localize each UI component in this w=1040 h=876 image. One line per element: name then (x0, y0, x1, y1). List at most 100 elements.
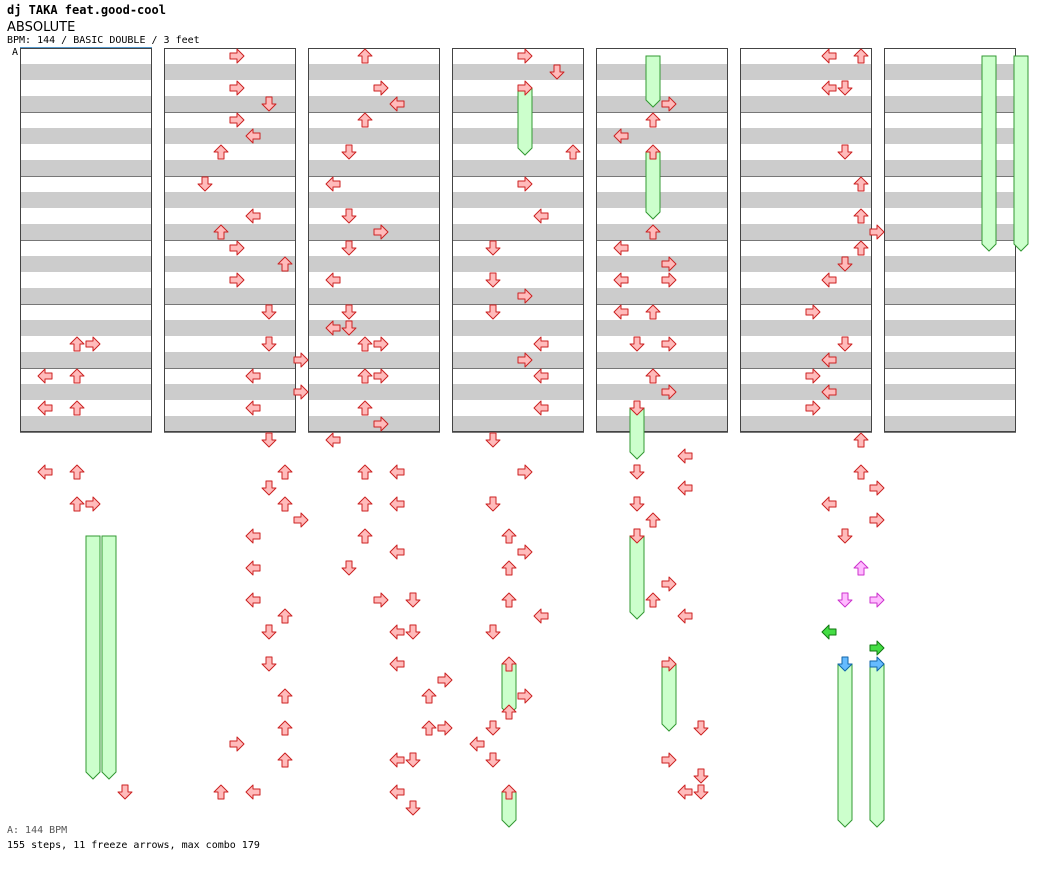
arrow-right-icon (517, 464, 533, 480)
arrow-down-icon (485, 720, 501, 736)
arrow-right-icon (869, 656, 885, 672)
arrow-up-icon (213, 144, 229, 160)
beat-stripe (452, 384, 584, 400)
beat-stripe (596, 128, 728, 144)
arrow-right-icon (437, 672, 453, 688)
arrow-down-icon (485, 432, 501, 448)
arrow-up-icon (357, 464, 373, 480)
chart-column-border (452, 48, 584, 432)
arrow-right-icon (805, 368, 821, 384)
arrow-up-icon (69, 464, 85, 480)
arrow-down-icon (341, 304, 357, 320)
arrow-down-icon (485, 272, 501, 288)
arrow-right-icon (373, 592, 389, 608)
beat-stripe (740, 192, 872, 208)
chart-column-border (164, 48, 296, 432)
song-title: ABSOLUTE (7, 20, 76, 35)
arrow-right-icon (517, 544, 533, 560)
arrow-up-icon (277, 688, 293, 704)
arrow-right-icon (517, 80, 533, 96)
beat-stripe (452, 416, 584, 432)
arrow-up-icon (421, 720, 437, 736)
arrow-up-icon (357, 496, 373, 512)
freeze-arrow (629, 535, 645, 620)
arrow-down-icon (837, 144, 853, 160)
arrow-right-icon (869, 592, 885, 608)
song-artist: dj TAKA feat.good-cool (7, 3, 166, 17)
beat-stripe (884, 320, 1016, 336)
arrow-right-icon (869, 224, 885, 240)
arrow-down-icon (405, 592, 421, 608)
arrow-up-icon (645, 112, 661, 128)
arrow-right-icon (661, 336, 677, 352)
arrow-right-icon (517, 688, 533, 704)
arrow-right-icon (229, 80, 245, 96)
arrow-left-icon (613, 272, 629, 288)
arrow-right-icon (229, 112, 245, 128)
arrow-left-icon (677, 448, 693, 464)
arrow-down-icon (405, 800, 421, 816)
beat-stripe (308, 384, 440, 400)
arrow-down-icon (405, 624, 421, 640)
arrow-down-icon (629, 496, 645, 512)
arrow-up-icon (69, 368, 85, 384)
arrow-up-icon (565, 144, 581, 160)
beat-stripe (740, 288, 872, 304)
arrow-up-icon (69, 400, 85, 416)
arrow-up-icon (277, 464, 293, 480)
arrow-left-icon (389, 624, 405, 640)
arrow-left-icon (677, 608, 693, 624)
arrow-right-icon (373, 80, 389, 96)
arrow-right-icon (85, 496, 101, 512)
arrow-left-icon (245, 592, 261, 608)
arrow-down-icon (261, 624, 277, 640)
arrow-up-icon (853, 208, 869, 224)
beat-stripe (452, 256, 584, 272)
beat-stripe (596, 352, 728, 368)
beat-stripe (164, 224, 296, 240)
beat-stripe (884, 384, 1016, 400)
arrow-left-icon (469, 736, 485, 752)
arrow-left-icon (533, 368, 549, 384)
freeze-arrow (85, 535, 101, 780)
arrow-up-icon (357, 528, 373, 544)
chart-column-border (740, 48, 872, 432)
beat-stripe (884, 416, 1016, 432)
arrow-down-icon (693, 720, 709, 736)
arrow-down-icon (629, 528, 645, 544)
arrow-up-icon (277, 496, 293, 512)
beat-stripe (596, 416, 728, 432)
arrow-down-icon (837, 336, 853, 352)
beat-stripe (20, 288, 152, 304)
arrow-right-icon (661, 96, 677, 112)
arrow-up-icon (501, 704, 517, 720)
arrow-left-icon (389, 496, 405, 512)
arrow-up-icon (853, 432, 869, 448)
arrow-right-icon (661, 576, 677, 592)
arrow-down-icon (549, 64, 565, 80)
chart-column-border (20, 48, 152, 432)
beat-stripe (740, 96, 872, 112)
arrow-right-icon (293, 512, 309, 528)
arrow-right-icon (229, 48, 245, 64)
beat-stripe (308, 192, 440, 208)
beat-stripe (452, 224, 584, 240)
beat-stripe (308, 160, 440, 176)
chart-column-border (596, 48, 728, 432)
freeze-arrow (517, 87, 533, 156)
freeze-arrow (1013, 55, 1029, 252)
beat-stripe (164, 288, 296, 304)
arrow-up-icon (645, 144, 661, 160)
freeze-arrow (629, 407, 645, 460)
beat-stripe (452, 192, 584, 208)
arrow-left-icon (245, 208, 261, 224)
beat-stripe (308, 288, 440, 304)
arrow-left-icon (389, 656, 405, 672)
freeze-arrow (837, 663, 853, 828)
arrow-down-icon (341, 240, 357, 256)
arrow-right-icon (805, 400, 821, 416)
arrow-left-icon (245, 784, 261, 800)
arrow-left-icon (677, 480, 693, 496)
arrow-up-icon (357, 112, 373, 128)
arrow-left-icon (613, 304, 629, 320)
